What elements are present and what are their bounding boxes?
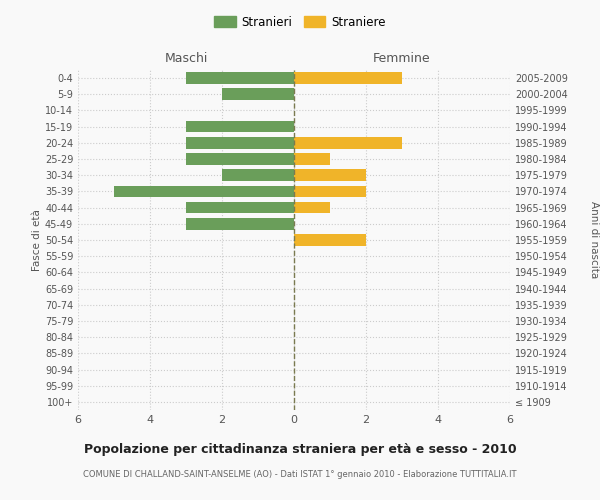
Bar — [114, 186, 294, 198]
Bar — [222, 170, 294, 181]
Bar — [186, 202, 294, 213]
Bar — [186, 137, 294, 148]
Bar — [186, 72, 294, 84]
Bar — [294, 72, 402, 84]
Bar — [294, 137, 402, 148]
Bar — [294, 234, 366, 246]
Bar — [294, 153, 330, 165]
Bar — [294, 202, 330, 213]
Bar — [186, 121, 294, 132]
Bar — [186, 153, 294, 165]
Bar — [186, 218, 294, 230]
Text: Femmine: Femmine — [373, 52, 431, 65]
Text: COMUNE DI CHALLAND-SAINT-ANSELME (AO) - Dati ISTAT 1° gennaio 2010 - Elaborazion: COMUNE DI CHALLAND-SAINT-ANSELME (AO) - … — [83, 470, 517, 479]
Text: Popolazione per cittadinanza straniera per età e sesso - 2010: Popolazione per cittadinanza straniera p… — [83, 442, 517, 456]
Bar — [294, 170, 366, 181]
Bar — [294, 186, 366, 198]
Legend: Stranieri, Straniere: Stranieri, Straniere — [209, 11, 391, 34]
Bar — [222, 88, 294, 100]
Text: Anni di nascita: Anni di nascita — [589, 202, 599, 278]
Text: Maschi: Maschi — [164, 52, 208, 65]
Y-axis label: Fasce di età: Fasce di età — [32, 209, 42, 271]
